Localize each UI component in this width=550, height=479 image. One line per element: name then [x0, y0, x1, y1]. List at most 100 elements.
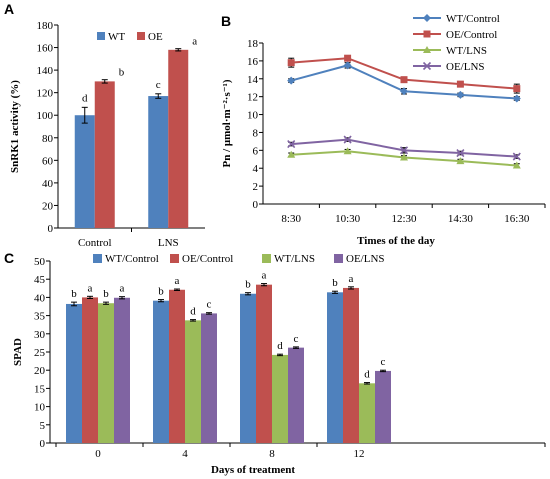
bar: [272, 354, 288, 443]
data-point: [512, 94, 521, 103]
bar: [201, 313, 217, 443]
bar: [148, 96, 169, 228]
y-tick-label: 6: [253, 145, 259, 157]
data-point: [513, 85, 521, 93]
legend-swatch: [93, 254, 102, 263]
y-axis-label: Pn / μmol·m⁻²·s⁻¹): [221, 79, 233, 167]
significance-letter: d: [82, 92, 88, 104]
y-tick-label: 60: [42, 155, 54, 167]
y-tick-label: 15: [34, 383, 46, 395]
legend: WT OE: [97, 31, 163, 43]
legend-label: OE/Control: [446, 29, 497, 41]
y-tick-label: 80: [42, 133, 54, 145]
y-tick-label: 25: [34, 347, 46, 359]
y-tick-label: 35: [34, 311, 46, 323]
y-tick-label: 10: [247, 110, 259, 122]
legend-label: OE/LNS: [446, 61, 485, 73]
legend-label: OE/Control: [182, 253, 233, 265]
data-point: [456, 148, 465, 158]
significance-letter: b: [245, 279, 251, 291]
y-tick-label: 0: [48, 223, 54, 235]
legend-label: WT/Control: [105, 253, 159, 265]
significance-letter: d: [190, 306, 196, 318]
y-tick-label: 45: [34, 274, 46, 286]
panel-label: B: [221, 13, 231, 29]
x-tick-label: 12: [354, 448, 365, 460]
legend-swatch: [170, 254, 179, 263]
data-point: [287, 76, 296, 85]
significance-letter: b: [332, 277, 338, 289]
y-axis-label: SnRK1 activity (%): [9, 80, 21, 173]
significance-letter: a: [120, 283, 125, 295]
bar: [98, 303, 114, 443]
legend-label: OE: [148, 31, 163, 43]
y-tick-label: 8: [253, 127, 259, 139]
significance-letter: c: [294, 333, 299, 345]
bar: [375, 370, 391, 443]
x-tick-label: 12:30: [391, 213, 417, 225]
panel-label: C: [4, 250, 14, 266]
significance-letter: b: [158, 286, 164, 298]
data-point: [400, 153, 408, 161]
y-tick-label: 120: [37, 88, 54, 100]
significance-letter: a: [88, 282, 93, 294]
significance-letter: d: [277, 340, 283, 352]
data-point: [456, 90, 465, 99]
series-wt-control: [287, 61, 521, 103]
x-tick-label: 10:30: [335, 213, 361, 225]
significance-letter: a: [192, 36, 197, 48]
data-point: [512, 152, 521, 161]
significance-letter: c: [156, 79, 161, 91]
significance-letter: b: [119, 67, 125, 79]
x-axis-label: Times of the day: [357, 235, 435, 247]
panel-a-snrk1-bar-chart: A 0 20 40 60 80 100 120 140 160 180 SnRK1 activity …: [4, 1, 205, 249]
series-wt-lns: [287, 147, 521, 169]
y-tick-label: 40: [34, 292, 46, 304]
x-tick-label: 16:30: [504, 213, 530, 225]
y-tick-label: 160: [37, 43, 54, 55]
y-tick-label: 50: [34, 256, 46, 268]
y-tick-label: 4: [253, 163, 259, 175]
legend-swatch: [97, 32, 105, 40]
bar: [94, 81, 115, 228]
legend-label: WT/Control: [446, 13, 500, 25]
data-point: [423, 30, 431, 38]
y-tick-label: 140: [37, 65, 54, 77]
x-tick-label: 8: [269, 448, 275, 460]
data-point: [456, 157, 465, 165]
y-tick-label: 5: [40, 420, 46, 432]
bar: [185, 320, 201, 443]
bar: [288, 347, 304, 443]
bar: [168, 49, 189, 228]
y-tick-label: 18: [247, 38, 259, 50]
bar: [240, 293, 256, 443]
bar: [114, 297, 130, 443]
series-oe-lns: [287, 135, 521, 161]
x-tick-label: 4: [182, 448, 188, 460]
data-point: [423, 46, 431, 53]
significance-letter: d: [364, 369, 370, 381]
legend-label: WT/LNS: [274, 253, 315, 265]
bar: [256, 284, 272, 443]
series-oe-control: [287, 54, 521, 94]
bar: [327, 292, 343, 443]
y-tick-label: 30: [34, 329, 46, 341]
x-tick-label: Control: [78, 237, 112, 249]
bar: [153, 300, 169, 443]
data-point: [399, 146, 409, 155]
bar: [82, 297, 98, 443]
legend-label: WT: [108, 31, 125, 43]
y-tick-label: 10: [34, 402, 46, 414]
y-tick-label: 20: [42, 200, 54, 212]
x-tick-label: 0: [95, 448, 101, 460]
y-tick-label: 2: [253, 181, 259, 193]
data-point: [287, 140, 296, 149]
panel-label: A: [4, 1, 14, 17]
data-point: [287, 150, 296, 158]
significance-letter: b: [71, 288, 77, 300]
legend-label: OE/LNS: [346, 253, 385, 265]
data-point: [343, 147, 352, 155]
bar: [359, 383, 375, 443]
